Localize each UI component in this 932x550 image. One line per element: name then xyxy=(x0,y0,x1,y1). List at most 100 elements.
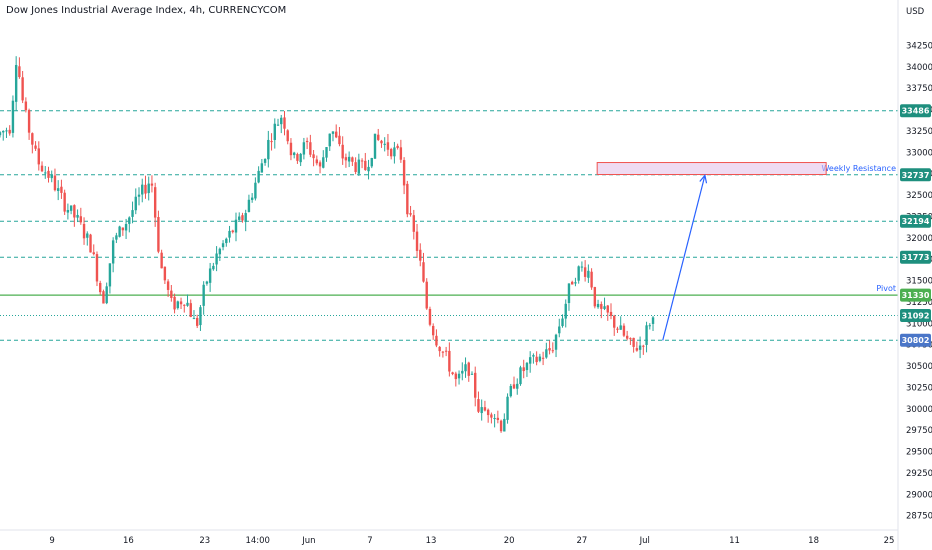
candle-body[interactable] xyxy=(99,282,102,293)
candle-body[interactable] xyxy=(509,385,512,397)
candle-body[interactable] xyxy=(231,230,234,233)
candle-body[interactable] xyxy=(399,147,403,160)
candle-body[interactable] xyxy=(14,65,18,102)
candle-body[interactable] xyxy=(280,117,283,125)
candle-body[interactable] xyxy=(11,100,15,133)
candle-body[interactable] xyxy=(189,303,192,317)
candle-body[interactable] xyxy=(153,187,157,218)
candle-body[interactable] xyxy=(150,183,154,186)
candle-body[interactable] xyxy=(564,303,567,319)
candle-body[interactable] xyxy=(286,130,289,142)
candle-body[interactable] xyxy=(66,210,70,213)
candle-body[interactable] xyxy=(483,407,487,411)
candle-body[interactable] xyxy=(380,140,383,144)
candle-body[interactable] xyxy=(144,184,147,194)
candle-body[interactable] xyxy=(551,350,555,352)
candle-body[interactable] xyxy=(571,281,574,285)
candle-body[interactable] xyxy=(260,163,264,173)
candle-body[interactable] xyxy=(315,159,319,164)
candle-body[interactable] xyxy=(170,290,173,298)
candle-body[interactable] xyxy=(567,283,571,304)
candle-body[interactable] xyxy=(441,351,445,353)
candle-body[interactable] xyxy=(474,372,477,398)
candle-body[interactable] xyxy=(250,197,254,200)
candle-body[interactable] xyxy=(477,399,480,412)
candle-body[interactable] xyxy=(383,143,386,145)
candle-body[interactable] xyxy=(645,325,648,345)
candle-body[interactable] xyxy=(115,235,118,240)
candle-body[interactable] xyxy=(63,192,66,212)
candle-body[interactable] xyxy=(86,233,89,238)
candle-body[interactable] xyxy=(318,162,322,167)
candle-body[interactable] xyxy=(493,418,496,420)
candle-body[interactable] xyxy=(525,362,529,371)
candle-body[interactable] xyxy=(118,226,121,237)
candle-body[interactable] xyxy=(364,160,367,170)
candle-body[interactable] xyxy=(205,281,209,284)
candle-body[interactable] xyxy=(102,291,105,304)
candle-body[interactable] xyxy=(554,334,558,350)
candle-body[interactable] xyxy=(134,196,137,211)
candle-body[interactable] xyxy=(448,350,451,372)
candle-body[interactable] xyxy=(82,223,86,239)
projection-arrow-line[interactable] xyxy=(662,175,706,341)
candle-body[interactable] xyxy=(409,213,412,215)
candle-body[interactable] xyxy=(596,303,600,308)
candle-body[interactable] xyxy=(40,165,44,172)
candle-body[interactable] xyxy=(574,282,577,284)
candle-body[interactable] xyxy=(128,217,131,224)
candle-body[interactable] xyxy=(638,345,642,350)
candle-body[interactable] xyxy=(8,129,11,134)
candle-body[interactable] xyxy=(438,346,441,352)
candle-body[interactable] xyxy=(519,367,522,385)
candle-body[interactable] xyxy=(21,77,24,101)
candle-body[interactable] xyxy=(37,148,40,165)
candle-body[interactable] xyxy=(561,318,564,327)
candle-body[interactable] xyxy=(577,266,580,281)
candle-body[interactable] xyxy=(0,132,2,136)
candle-body[interactable] xyxy=(613,315,616,328)
candle-body[interactable] xyxy=(89,234,92,253)
candle-body[interactable] xyxy=(377,134,380,140)
candle-body[interactable] xyxy=(386,142,390,150)
candle-body[interactable] xyxy=(606,305,609,313)
candle-body[interactable] xyxy=(34,145,37,149)
candle-body[interactable] xyxy=(583,267,587,277)
candle-body[interactable] xyxy=(95,254,99,282)
candle-body[interactable] xyxy=(208,268,212,283)
candle-body[interactable] xyxy=(512,384,516,389)
candle-body[interactable] xyxy=(105,286,108,304)
candle-body[interactable] xyxy=(389,149,393,157)
candle-body[interactable] xyxy=(60,186,63,193)
candle-body[interactable] xyxy=(147,183,150,194)
candle-body[interactable] xyxy=(338,135,341,145)
candle-body[interactable] xyxy=(31,133,34,145)
candle-body[interactable] xyxy=(53,175,57,191)
candle-body[interactable] xyxy=(302,142,306,155)
candle-body[interactable] xyxy=(625,335,629,339)
candle-body[interactable] xyxy=(496,417,500,420)
candle-body[interactable] xyxy=(257,170,260,183)
candle-body[interactable] xyxy=(528,357,532,364)
candle-body[interactable] xyxy=(238,216,241,220)
candle-body[interactable] xyxy=(503,418,506,432)
candle-body[interactable] xyxy=(69,205,73,211)
candle-body[interactable] xyxy=(331,131,335,134)
candle-body[interactable] xyxy=(312,154,315,159)
candle-body[interactable] xyxy=(609,311,613,316)
candle-body[interactable] xyxy=(422,262,425,282)
candle-body[interactable] xyxy=(351,157,354,162)
candle-body[interactable] xyxy=(305,140,309,143)
candle-body[interactable] xyxy=(157,217,160,252)
candle-body[interactable] xyxy=(212,265,215,270)
candle-body[interactable] xyxy=(412,215,415,232)
candle-body[interactable] xyxy=(499,420,503,432)
candle-body[interactable] xyxy=(454,373,458,380)
candle-body[interactable] xyxy=(121,227,125,231)
candle-body[interactable] xyxy=(202,284,205,306)
candle-body[interactable] xyxy=(108,263,112,287)
candle-body[interactable] xyxy=(215,253,218,265)
candle-body[interactable] xyxy=(254,182,257,199)
candle-body[interactable] xyxy=(5,130,8,132)
candle-body[interactable] xyxy=(535,356,538,363)
